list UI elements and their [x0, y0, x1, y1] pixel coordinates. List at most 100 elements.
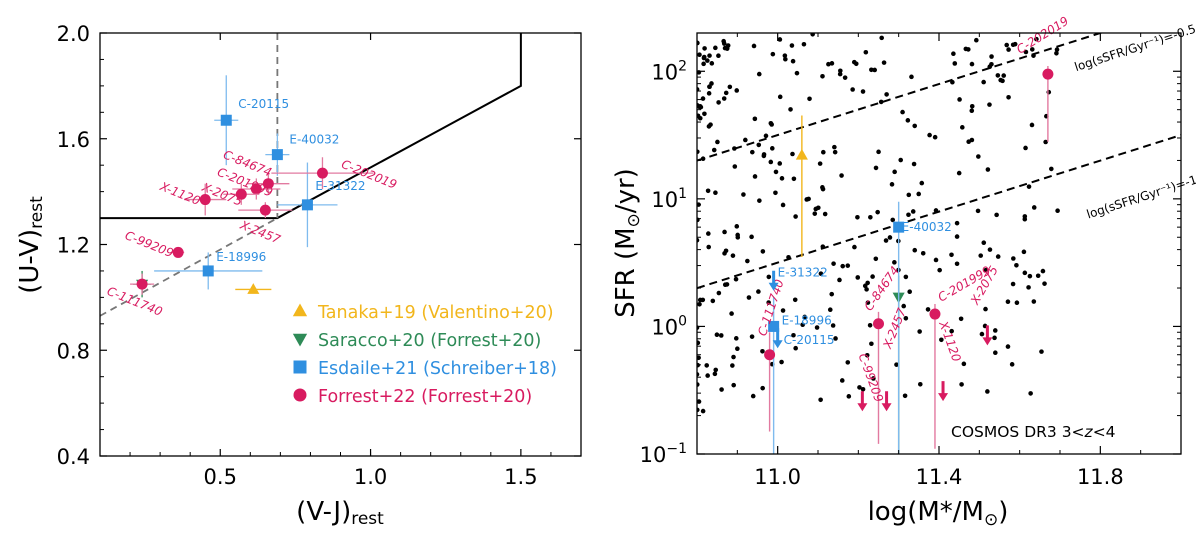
- cosmos-galaxy-point: [949, 252, 954, 258]
- cosmos-galaxy-point: [820, 73, 825, 79]
- cosmos-galaxy-point: [949, 328, 954, 334]
- cosmos-galaxy-point: [906, 192, 912, 198]
- cosmos-galaxy-point: [961, 361, 967, 367]
- cosmos-galaxy-point: [917, 381, 923, 387]
- cosmos-galaxy-point: [869, 67, 874, 73]
- cosmos-galaxy-point: [716, 290, 722, 296]
- point-label-e-18996: E-18996: [782, 313, 832, 327]
- ssfr-line-label-1-5: log(sSFR/Gyr⁻¹)=-1.5: [1085, 169, 1196, 221]
- cosmos-galaxy-point: [954, 234, 960, 239]
- cosmos-galaxy-point: [760, 385, 765, 391]
- cosmos-galaxy-point: [1031, 205, 1037, 210]
- cosmos-galaxy-point: [760, 348, 765, 354]
- cosmos-galaxy-point: [957, 97, 962, 102]
- cosmos-galaxy-point: [992, 328, 998, 333]
- x-tick-label-11-8: 11.8: [1077, 465, 1124, 489]
- cosmos-galaxy-point: [857, 385, 862, 390]
- cosmos-galaxy-point: [697, 115, 703, 121]
- cosmos-galaxy-point: [832, 144, 837, 150]
- cosmos-galaxy-point: [733, 276, 739, 282]
- cosmos-galaxy-point: [701, 61, 706, 67]
- cosmos-galaxy-point: [1035, 273, 1041, 279]
- cosmos-galaxy-point: [1011, 256, 1016, 261]
- point-label-e-40032: E-40032: [902, 220, 952, 234]
- cosmos-galaxy-point: [932, 134, 938, 140]
- cosmos-galaxy-point: [1014, 262, 1019, 268]
- cosmos-galaxy-point: [907, 289, 912, 295]
- cosmos-galaxy-point: [966, 47, 971, 52]
- cosmos-galaxy-point: [1049, 166, 1054, 172]
- cosmos-galaxy-point: [700, 96, 706, 101]
- cosmos-galaxy-point: [829, 61, 835, 66]
- cosmos-galaxy-point: [832, 149, 838, 155]
- legend-label-saracco-20-forrest-20: Saracco+20 (Forrest+20): [318, 331, 541, 351]
- cosmos-galaxy-point: [862, 283, 868, 289]
- circle-c-201999-marker: [929, 308, 941, 320]
- cosmos-galaxy-point: [1001, 73, 1007, 78]
- y-tick-base: 10: [640, 443, 667, 467]
- sfr-y-axis-label: SFR (M⊙/yr): [611, 168, 644, 318]
- cosmos-galaxy-point: [845, 263, 851, 268]
- sfr-mass-panel: log(sSFR/Gyr⁻¹)=-0.5 log(sSFR/Gyr⁻¹)=-1.5…: [611, 14, 1196, 530]
- cosmos-galaxy-point: [903, 315, 909, 321]
- point-label-c-111740: C-111740: [105, 284, 165, 319]
- cosmos-galaxy-point: [1034, 36, 1039, 42]
- point-label-c-202019: C-202019: [1014, 14, 1071, 57]
- cosmos-galaxy-point: [734, 224, 740, 229]
- cosmos-galaxy-point: [1039, 349, 1044, 354]
- cosmos-galaxy-point: [780, 308, 786, 313]
- cosmos-galaxy-point: [802, 314, 808, 320]
- cosmos-galaxy-point: [779, 176, 785, 181]
- legend-marker-tanaka-19-valentino-20: [292, 303, 308, 317]
- cosmos-galaxy-point: [750, 149, 755, 155]
- cosmos-galaxy-point: [1006, 94, 1011, 100]
- square-e-40032-marker: [271, 149, 283, 161]
- cosmos-galaxy-point: [981, 79, 986, 85]
- cosmos-galaxy-point: [1042, 281, 1047, 286]
- cosmos-galaxy-point: [794, 70, 800, 76]
- y-tick-label-1-6: 1.6: [57, 128, 90, 152]
- cosmos-galaxy-point: [706, 91, 712, 96]
- cosmos-galaxy-point: [995, 254, 1001, 259]
- cosmos-galaxy-point: [746, 295, 752, 300]
- cosmos-galaxy-point: [773, 190, 778, 196]
- cosmos-galaxy-point: [1010, 281, 1016, 287]
- cosmos-galaxy-point: [706, 124, 712, 129]
- cosmos-galaxy-point: [702, 111, 707, 117]
- y-tick-exponent: 2: [678, 58, 687, 74]
- cosmos-galaxy-point: [722, 229, 727, 235]
- cosmos-galaxy-point: [883, 238, 889, 243]
- cosmos-galaxy-point: [860, 386, 866, 392]
- cosmos-galaxy-point: [905, 118, 911, 123]
- cosmos-galaxy-point: [846, 394, 852, 399]
- cosmos-galaxy-point: [713, 367, 719, 373]
- cosmos-galaxy-point: [875, 209, 880, 215]
- cosmos-galaxy-point: [719, 387, 724, 392]
- cosmos-galaxy-point: [732, 164, 738, 169]
- cosmos-galaxy-point: [927, 132, 932, 138]
- cosmos-galaxy-point: [697, 40, 700, 46]
- cosmos-galaxy-point: [987, 102, 992, 107]
- cosmos-galaxy-point: [863, 49, 869, 55]
- cosmos-galaxy-point: [909, 74, 914, 80]
- cosmos-galaxy-point: [709, 61, 715, 66]
- cosmos-galaxy-point: [768, 121, 774, 126]
- uvj-diagram-panel: C-20115E-40032E-31322E-18996C-202019C-84…: [15, 22, 582, 529]
- cosmos-galaxy-point: [890, 217, 896, 223]
- triangle-up-tanaka-19-valentino-20-marker: [247, 283, 260, 294]
- point-label-c-111740: C-111740: [755, 277, 787, 337]
- cosmos-galaxy-point: [1022, 214, 1028, 219]
- cosmos-galaxy-point: [954, 261, 960, 267]
- cosmos-galaxy-point: [976, 154, 981, 159]
- upper-limit-c-99209-arrowhead: [857, 403, 868, 412]
- cosmos-galaxy-point: [706, 244, 711, 250]
- cosmos-galaxy-point: [792, 297, 798, 303]
- cosmos-galaxy-point: [707, 53, 712, 58]
- cosmos-galaxy-point: [812, 211, 818, 216]
- cosmos-galaxy-point: [730, 363, 735, 368]
- legend-label-forrest-22-forrest-20: Forrest+22 (Forrest+20): [318, 387, 532, 407]
- cosmos-galaxy-point: [733, 336, 739, 341]
- square-e-31322-marker: [301, 199, 313, 211]
- quiescent-selection-boundary: [100, 33, 522, 220]
- cosmos-galaxy-point: [701, 55, 707, 61]
